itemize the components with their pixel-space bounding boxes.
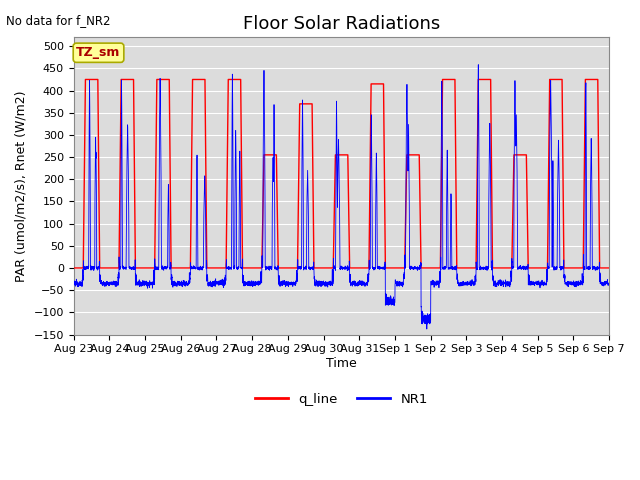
Text: No data for f_NR2: No data for f_NR2 — [6, 14, 111, 27]
Y-axis label: PAR (umol/m2/s), Rnet (W/m2): PAR (umol/m2/s), Rnet (W/m2) — [15, 90, 28, 282]
X-axis label: Time: Time — [326, 357, 356, 370]
Text: TZ_sm: TZ_sm — [76, 46, 121, 59]
Legend: q_line, NR1: q_line, NR1 — [250, 387, 433, 411]
Title: Floor Solar Radiations: Floor Solar Radiations — [243, 15, 440, 33]
